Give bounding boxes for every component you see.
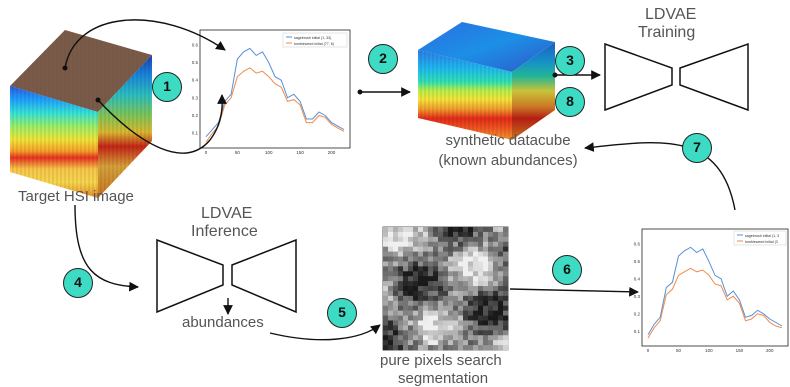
arrow-cube-to-plot-top	[64, 19, 226, 69]
plot1-legend: sagebrush initial (1, 33) tumbleweed ini…	[282, 32, 348, 48]
plot2-xtick: 0	[647, 348, 650, 353]
plot2-ytick: 0.3	[634, 294, 641, 299]
plot1-ytick: 0.2	[192, 113, 199, 118]
plot1-xtick: 150	[296, 150, 304, 155]
abundances-label: abundances	[182, 314, 264, 331]
synthetic-datacube	[418, 22, 555, 140]
plot2-frame	[641, 228, 789, 347]
plot2-ytick: 0.4	[634, 276, 641, 281]
spectral-plot-1: 0.6 0.5 0.4 0.3 0.2 0.1 0 50 100 150 200 sagebrus…	[192, 29, 351, 155]
plot1-ytick: 0.4	[192, 78, 199, 83]
arrow-segmentation-to-plot	[509, 286, 639, 297]
plot1-ytick: 0.6	[192, 42, 199, 47]
plot2-xtick: 50	[676, 348, 682, 353]
plot2-ytick: 0.6	[634, 241, 641, 246]
plot1-legend-a: sagebrush initial (1, 33)	[294, 36, 331, 40]
step-badge-6: 6	[552, 255, 582, 285]
plot2-xtick: 200	[766, 348, 774, 353]
pure-pixels-label-2: segmentation	[398, 370, 489, 387]
inference-title-2: Inference	[191, 223, 258, 240]
pure-pixels-label-1: pure pixels search	[380, 352, 502, 369]
ldvae-inference-autoencoder	[156, 238, 297, 314]
inference-encoder	[156, 238, 224, 314]
plot2-ytick: 0.5	[634, 259, 641, 264]
step-badge-5: 5	[327, 298, 357, 328]
plot1-legend-b: tumbleweed initial (77, 6)	[294, 42, 334, 46]
plot1-xtick: 50	[235, 150, 241, 155]
step-badge-3: 3	[555, 46, 585, 76]
plot2-series-line	[647, 267, 783, 339]
plot1-ytick: 0.3	[192, 95, 199, 100]
step-badge-1: 1	[152, 72, 182, 102]
training-encoder	[604, 42, 673, 112]
synthetic-datacube-label-2: (known abundances)	[438, 152, 578, 169]
plot2-ytick: 0.2	[634, 311, 641, 316]
training-title-1: LDVAE	[645, 6, 697, 23]
plot2-ytick: 0.1	[634, 329, 641, 334]
plot1-frame	[199, 29, 351, 149]
step-badge-4: 4	[63, 268, 93, 298]
ldvae-training-autoencoder	[604, 42, 749, 112]
step-badge-2: 2	[368, 44, 398, 74]
plot2-legend-b: tumbleweed initial (3	[745, 240, 778, 244]
target-hsi-label: Target HSI image	[18, 188, 134, 205]
plot1-ytick: 0.5	[192, 60, 199, 65]
plot2-series-line	[647, 246, 783, 336]
arrow-abundances-to-segmentation	[269, 324, 381, 341]
plot2-xtick: 150	[736, 348, 744, 353]
plot2-legend: sagebrush initial (1, 3 tumbleweed initi…	[733, 230, 787, 246]
synthetic-cube-side	[512, 42, 555, 140]
plot2-xtick: 100	[705, 348, 713, 353]
inference-decoder	[231, 238, 297, 314]
training-title-2: Training	[638, 24, 696, 41]
arrow-plot-to-synthetic-return	[584, 142, 736, 211]
step-badge-8: 8	[555, 87, 585, 117]
plot1-series-line	[205, 67, 345, 143]
plot1-xtick: 0	[205, 150, 208, 155]
synthetic-datacube-label-1: synthetic datacube	[445, 132, 571, 149]
target-hsi-cube	[10, 30, 152, 198]
plot1-ytick: 0.1	[192, 131, 199, 136]
arrow-target-to-inference	[74, 204, 139, 292]
inference-title-1: LDVAE	[201, 205, 253, 222]
plot1-xtick: 200	[328, 150, 336, 155]
segmentation-map	[382, 226, 509, 351]
spectral-plot-2: 0.6 0.5 0.4 0.3 0.2 0.1 0 50 100 150 200 sagebrus…	[634, 228, 789, 353]
step-badge-7: 7	[682, 133, 712, 163]
training-decoder	[679, 42, 749, 112]
synthetic-cube-top	[418, 22, 555, 72]
plot1-xtick: 100	[265, 150, 273, 155]
plot1-series-line	[205, 47, 345, 138]
arrow-cube-to-plot-bottom	[97, 94, 227, 154]
plot2-legend-a: sagebrush initial (1, 3	[745, 234, 779, 238]
